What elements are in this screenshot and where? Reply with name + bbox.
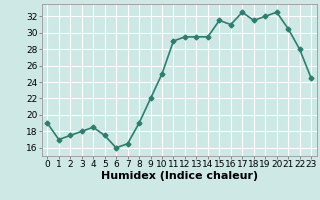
X-axis label: Humidex (Indice chaleur): Humidex (Indice chaleur)	[100, 171, 258, 181]
